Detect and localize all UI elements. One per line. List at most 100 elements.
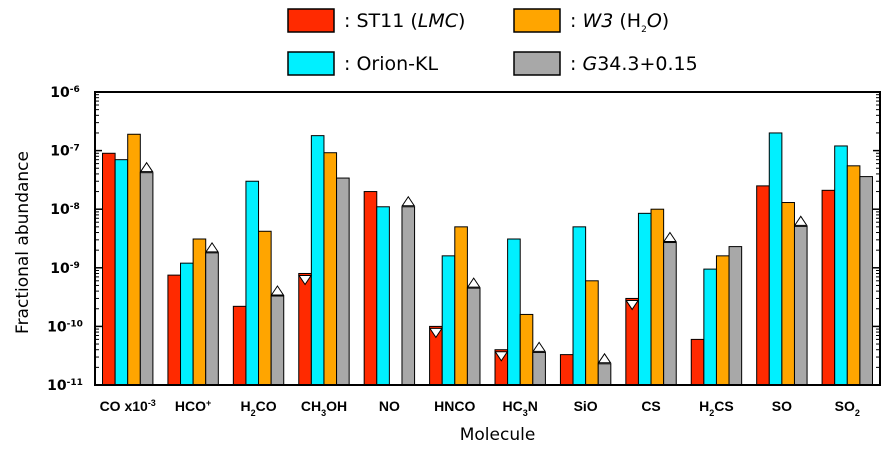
lower-limit-marker <box>401 195 416 207</box>
bar <box>637 212 652 386</box>
legend-label-part: (H <box>613 10 641 32</box>
x-category-label: HC3N <box>503 398 538 418</box>
y-tick-label: 10-9 <box>50 261 79 277</box>
x-category-label-part: CO <box>256 398 277 414</box>
x-category-label-part: CH <box>301 398 321 414</box>
y-tick-label: 10-7 <box>50 144 79 160</box>
y-tick-label: 10-6 <box>50 85 79 101</box>
bar <box>846 165 861 386</box>
lower-limit-marker <box>532 341 547 352</box>
y-tick-exponent: -7 <box>70 144 80 154</box>
bar <box>102 152 116 386</box>
bar <box>245 180 260 386</box>
bar <box>793 225 808 386</box>
x-category-label: H2CS <box>699 398 734 418</box>
bar <box>376 206 390 386</box>
x-category-label-part: OH <box>326 398 347 414</box>
legend-label-part: O <box>647 10 662 32</box>
limit-markers-layer <box>139 161 808 364</box>
bar <box>690 338 705 386</box>
lower-limit-marker <box>205 241 219 253</box>
bar <box>310 135 325 386</box>
x-axis-title: Molecule <box>460 425 536 445</box>
x-category-label-part: 3 <box>321 408 326 418</box>
x-category-label: CH3OH <box>301 398 347 418</box>
bar <box>298 272 312 386</box>
x-axis: CO x10-3 HCO+ H2CO CH3OH NO HNCO HC3N SiO CS H2CS… <box>100 398 860 418</box>
x-category-label-part: 3 <box>523 408 528 418</box>
bar <box>572 226 587 386</box>
legend-label: : Orion-KL <box>344 53 438 75</box>
bar <box>507 238 521 386</box>
y-tick-label: 10-11 <box>47 378 83 394</box>
x-category-label-part: 2 <box>251 408 256 418</box>
bar <box>270 295 285 386</box>
legend-label: : G34.3+0.15 <box>570 53 698 75</box>
legend-label-part: 34.3+0.15 <box>597 53 698 75</box>
lower-limit-marker <box>270 285 285 296</box>
y-tick-label: 10-8 <box>50 202 79 218</box>
bar <box>781 202 795 386</box>
x-category-label: SO2 <box>835 398 860 418</box>
legend-label-part: LMC <box>418 10 459 32</box>
x-category-label: HNCO <box>434 398 475 414</box>
bar <box>454 226 468 386</box>
bar <box>859 176 873 386</box>
legend-swatch <box>513 8 561 33</box>
bar <box>663 242 677 386</box>
y-tick-exponent: -8 <box>70 202 80 212</box>
bar <box>336 177 350 386</box>
plot-frame <box>94 91 881 386</box>
lower-limit-marker <box>139 161 154 173</box>
y-tick-exponent: -10 <box>67 319 83 329</box>
bar <box>139 172 154 386</box>
y-tick-mantissa: 10 <box>47 319 67 335</box>
x-category-label: SiO <box>574 398 598 414</box>
legend-swatch <box>287 51 335 76</box>
bar <box>834 145 848 386</box>
bar <box>258 230 272 386</box>
bar <box>232 305 247 386</box>
legend-label-part: 2 <box>641 25 647 35</box>
lower-limit-marker <box>663 231 677 243</box>
legend-label-part: G <box>582 53 597 75</box>
lower-limit-marker <box>597 352 612 364</box>
bar <box>585 280 599 386</box>
bar <box>180 262 194 386</box>
y-tick-label: 10-10 <box>47 319 83 335</box>
legend-label-part: W3 <box>582 10 613 32</box>
legend-label-part: : ST11 ( <box>344 10 418 32</box>
bar <box>559 354 574 386</box>
bar <box>625 297 639 386</box>
x-category-label-part: HC <box>503 398 523 414</box>
bar <box>821 189 836 386</box>
x-category-label-part: NO <box>379 398 400 414</box>
y-axis-title: Fractional abundance <box>13 151 33 334</box>
y-tick-exponent: -9 <box>70 261 80 271</box>
bar <box>728 246 743 386</box>
x-category-label: CO x10-3 <box>100 398 156 414</box>
bar <box>167 274 182 386</box>
upper-limit-marker <box>625 299 640 311</box>
bar <box>519 313 534 386</box>
bar <box>441 255 456 386</box>
x-category-label-part: HNCO <box>434 398 475 414</box>
x-category-label-part: -3 <box>148 398 156 408</box>
bar <box>756 185 770 386</box>
legend-label-part: : <box>570 10 582 32</box>
y-tick-exponent: -6 <box>70 85 80 95</box>
upper-limit-marker <box>428 327 443 339</box>
y-tick-mantissa: 10 <box>50 261 70 277</box>
y-tick-exponent: -11 <box>67 378 83 388</box>
bar <box>114 159 129 386</box>
bar <box>192 238 207 386</box>
bar <box>363 191 378 386</box>
bar <box>127 133 141 386</box>
lower-limit-marker <box>793 215 808 226</box>
x-category-label-part: SO <box>772 398 792 414</box>
y-tick-mantissa: 10 <box>50 202 70 218</box>
x-category-label: CS <box>641 398 660 414</box>
legend-label-part: : Orion-KL <box>344 53 438 75</box>
bar <box>205 252 219 386</box>
